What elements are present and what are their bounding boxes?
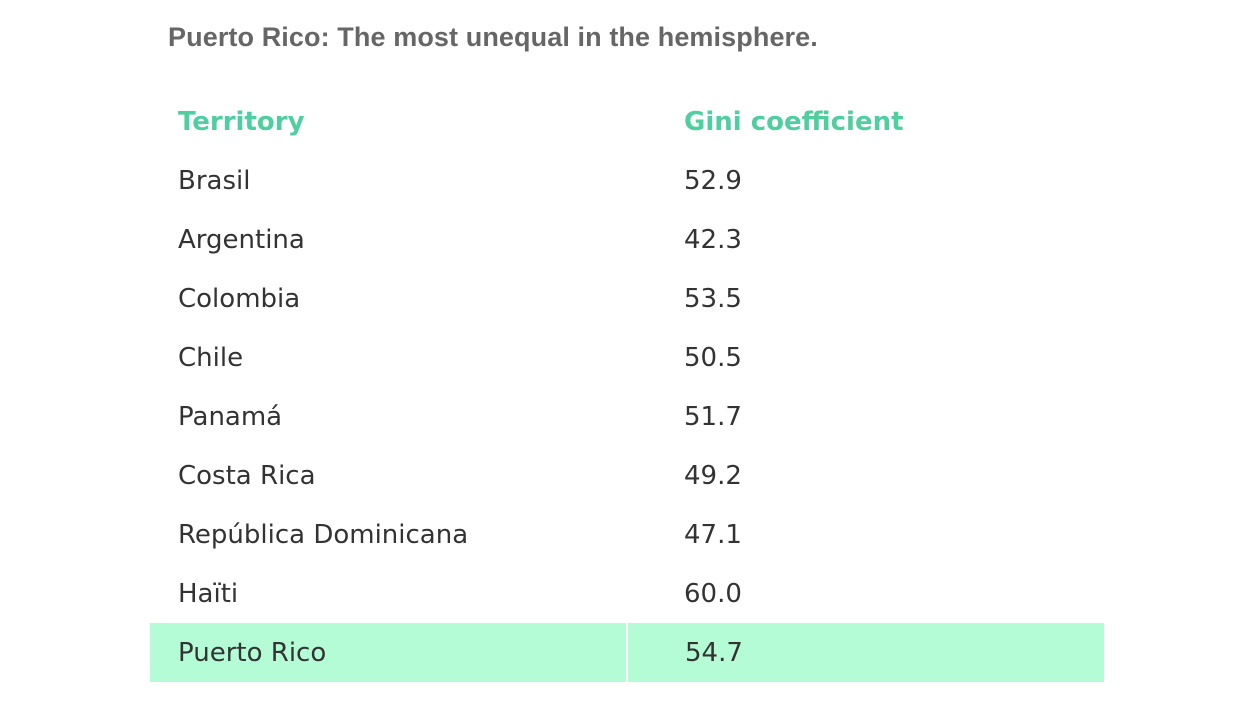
gini-cell: 42.3 <box>684 224 742 255</box>
gini-cell: 50.5 <box>684 342 742 373</box>
table-row: República Dominicana 47.1 <box>150 505 1104 564</box>
page-title: Puerto Rico: The most unequal in the hem… <box>168 22 818 52</box>
gini-column-header: Gini coefficient <box>684 106 904 137</box>
territory-cell: Puerto Rico <box>150 623 628 682</box>
territory-cell: Costa Rica <box>178 460 316 491</box>
territory-cell: Chile <box>178 342 244 373</box>
territory-cell: Haïti <box>178 578 239 609</box>
table-row: Chile 50.5 <box>150 328 1104 387</box>
table-row: Costa Rica 49.2 <box>150 446 1104 505</box>
table-header-row: Territory Gini coefficient <box>150 92 1104 151</box>
gini-cell: 60.0 <box>684 578 742 609</box>
territory-cell: Brasil <box>178 165 251 196</box>
territory-cell: Argentina <box>178 224 305 255</box>
territory-cell: Colombia <box>178 283 301 314</box>
table-row: Panamá 51.7 <box>150 387 1104 446</box>
table-row: Haïti 60.0 <box>150 564 1104 623</box>
gini-cell: 49.2 <box>684 460 742 491</box>
territory-cell: República Dominicana <box>178 519 469 550</box>
gini-cell: 52.9 <box>684 165 742 196</box>
gini-cell: 51.7 <box>684 401 742 432</box>
table-row: Colombia 53.5 <box>150 269 1104 328</box>
gini-table: Territory Gini coefficient Brasil 52.9 A… <box>150 92 1104 682</box>
gini-cell: 53.5 <box>684 283 742 314</box>
gini-cell: 47.1 <box>684 519 742 550</box>
table-row: Argentina 42.3 <box>150 210 1104 269</box>
territory-cell: Panamá <box>178 401 283 432</box>
table-row: Brasil 52.9 <box>150 151 1104 210</box>
territory-column-header: Territory <box>178 106 305 137</box>
gini-cell: 54.7 <box>627 623 1104 682</box>
highlighted-table-row: Puerto Rico 54.7 <box>150 623 1104 682</box>
